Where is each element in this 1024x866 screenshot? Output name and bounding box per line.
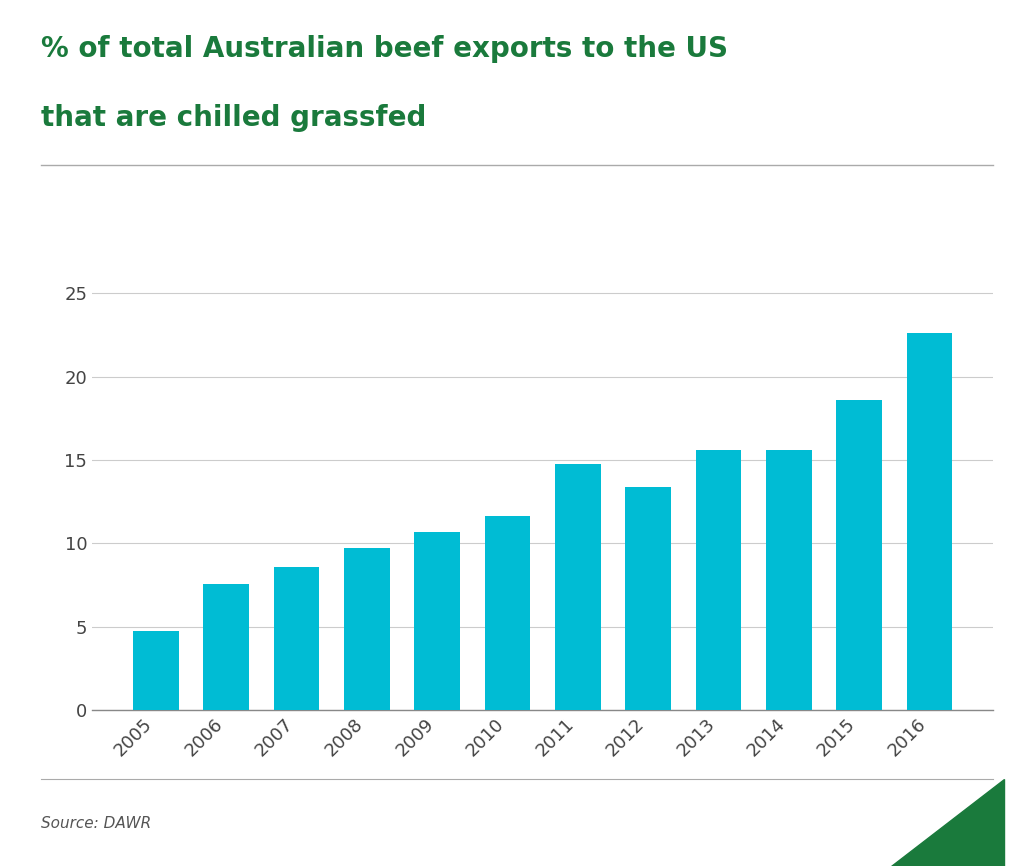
Bar <box>484 516 530 710</box>
Bar <box>837 400 882 710</box>
Bar <box>626 487 671 710</box>
Bar <box>204 585 249 710</box>
Bar <box>766 450 812 710</box>
Bar <box>415 533 460 710</box>
Bar <box>344 548 390 710</box>
Text: Source: DAWR: Source: DAWR <box>41 817 152 831</box>
Bar <box>133 631 179 710</box>
Bar <box>273 566 319 710</box>
Bar <box>555 464 601 710</box>
Text: that are chilled grassfed: that are chilled grassfed <box>41 104 426 132</box>
Text: % of total Australian beef exports to the US: % of total Australian beef exports to th… <box>41 35 728 62</box>
Bar <box>906 333 952 710</box>
Bar <box>695 450 741 710</box>
